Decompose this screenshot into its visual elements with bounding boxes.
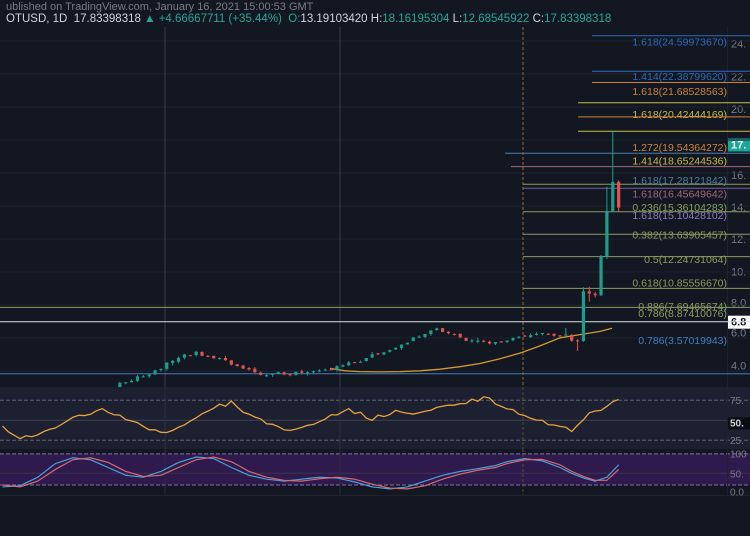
svg-text:0.786(3.57019943): 0.786(3.57019943) (638, 335, 727, 347)
svg-text:0.0: 0.0 (730, 488, 744, 499)
svg-text:50.: 50. (730, 418, 744, 429)
svg-text:1.618(21.68528563): 1.618(21.68528563) (632, 86, 727, 98)
svg-text:50.: 50. (730, 469, 744, 480)
svg-text:1.272(19.54364272): 1.272(19.54364272) (632, 142, 727, 154)
svg-text:1.618(17.28121842): 1.618(17.28121842) (632, 175, 727, 187)
svg-text:100: 100 (730, 450, 747, 461)
svg-text:1.414(18.65244536): 1.414(18.65244536) (632, 155, 727, 167)
svg-text:1.618(20.42444169): 1.618(20.42444169) (632, 109, 727, 121)
svg-text:0.382(13.63905457): 0.382(13.63905457) (632, 230, 727, 242)
svg-text:1.618(24.59973670): 1.618(24.59973670) (632, 37, 727, 49)
svg-text:0.5(12.24731064): 0.5(12.24731064) (644, 254, 727, 266)
svg-text:75.: 75. (730, 396, 744, 407)
svg-text:1.414(22.38799620): 1.414(22.38799620) (632, 71, 727, 83)
svg-text:25.: 25. (730, 436, 744, 447)
svg-text:0.618(10.85556670): 0.618(10.85556670) (632, 278, 727, 290)
svg-text:0.786(8.87410076): 0.786(8.87410076) (638, 308, 727, 320)
svg-text:1.618(16.45649642): 1.618(16.45649642) (632, 189, 727, 201)
